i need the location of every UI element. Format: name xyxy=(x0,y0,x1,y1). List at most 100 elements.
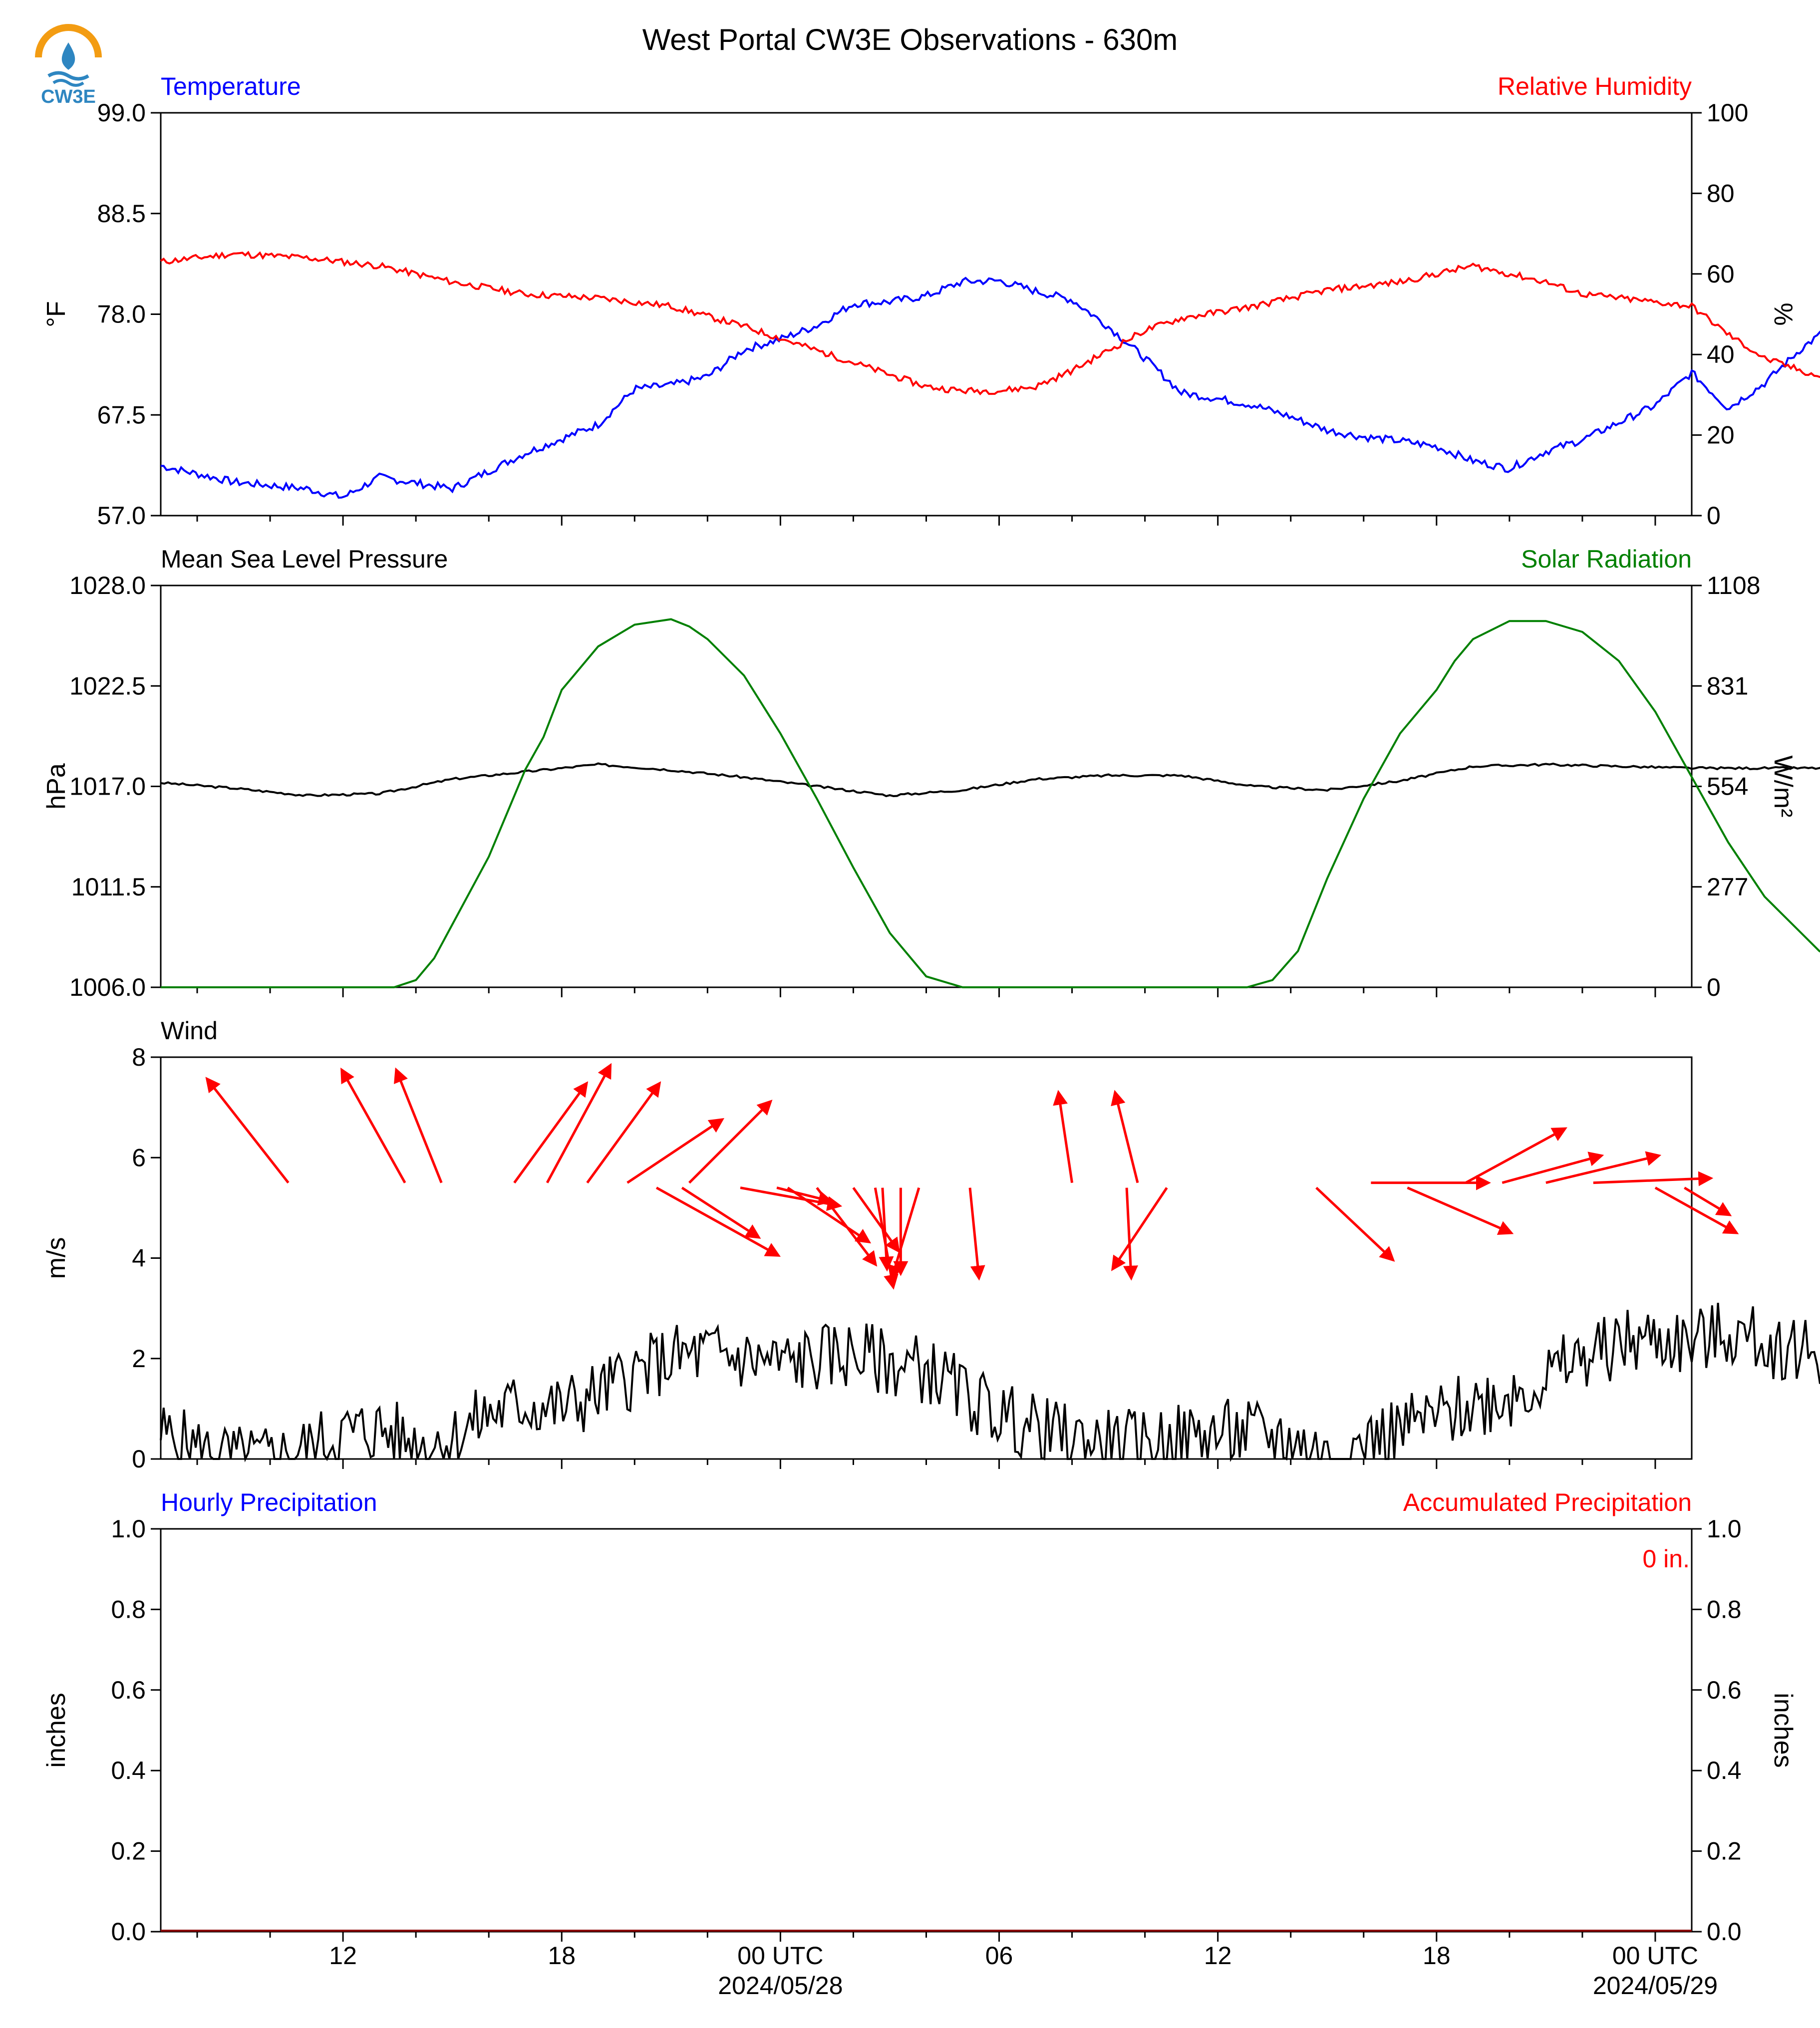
y-tick-label: 0.6 xyxy=(111,1676,146,1704)
pressure-title: Mean Sea Level Pressure xyxy=(161,545,448,573)
y-axis-label: inches xyxy=(1769,1693,1798,1767)
wind-arrow xyxy=(681,1186,761,1239)
y-tick-label: 57.0 xyxy=(97,502,146,530)
x-date-label: 2024/05/28 xyxy=(718,1972,843,2000)
wind-arrow xyxy=(205,1077,290,1184)
x-date-label: 2024/05/29 xyxy=(1593,1972,1718,2000)
pressure-solar-panel: 1006.0 1011.5 1017.0 1022.5 1028.0 0 277 554 831… xyxy=(42,572,1820,1001)
y-tick-label: 2 xyxy=(132,1345,146,1373)
wind-arrow xyxy=(1123,1187,1138,1281)
y-axis-label: °F xyxy=(42,301,71,327)
y-tick-label-right: 0 xyxy=(1707,502,1721,530)
y-axis-label: m/s xyxy=(42,1237,71,1279)
wind-arrow xyxy=(852,1187,900,1253)
y-axis-label: inches xyxy=(42,1693,71,1767)
y-tick-label-right: 100 xyxy=(1707,99,1748,127)
wind-arrow xyxy=(546,1063,612,1183)
accumulated-precip-value: 0 in. xyxy=(1642,1545,1690,1573)
wind-arrow xyxy=(1111,1187,1168,1271)
wind-arrow xyxy=(394,1067,443,1183)
solar-radiation-line xyxy=(161,618,1820,988)
x-tick-label: 06 xyxy=(985,1942,1013,1970)
humidity-line xyxy=(160,251,1820,396)
temperature-line xyxy=(160,277,1820,499)
plot-frame xyxy=(160,1056,1693,1460)
plot-frame xyxy=(160,1528,1693,1933)
y-tick-label: 67.5 xyxy=(97,401,146,429)
wind-panel: 0 2 4 6 8 m/s xyxy=(42,1043,1820,1473)
wind-arrow xyxy=(626,1118,725,1184)
wind-arrow xyxy=(1684,1186,1732,1216)
wind-arrow xyxy=(1053,1090,1074,1183)
wind-arrow xyxy=(787,1186,872,1244)
y-tick-label: 1011.5 xyxy=(71,873,146,901)
temperature-humidity-panel: 57.0 67.5 78.0 88.5 99.0 0 20 40 60 80 100 °F% xyxy=(42,99,1820,530)
wind-arrow xyxy=(879,1187,894,1272)
wind-arrow xyxy=(776,1186,834,1206)
accumulated-precip-title: Accumulated Precipitation xyxy=(1403,1488,1692,1516)
y-tick-label: 0 xyxy=(132,1445,146,1473)
y-tick-label: 1006.0 xyxy=(69,973,146,1001)
y-tick-label-right: 0 xyxy=(1707,973,1721,1001)
wind-arrow xyxy=(688,1100,773,1184)
y-tick-label-right: 60 xyxy=(1707,260,1735,288)
y-tick-label: 1.0 xyxy=(111,1515,146,1543)
y-axis-label: W/m² xyxy=(1769,755,1798,817)
y-tick-label-right: 0.6 xyxy=(1707,1676,1742,1704)
wind-arrow xyxy=(340,1067,406,1183)
wind-arrow xyxy=(1593,1171,1714,1186)
wind-arrow xyxy=(1545,1151,1662,1184)
pressure-line xyxy=(160,762,1820,798)
wind-arrow xyxy=(968,1187,985,1281)
y-tick-label: 78.0 xyxy=(97,300,146,328)
wind-arrow xyxy=(1407,1186,1514,1235)
y-tick-label-right: 277 xyxy=(1707,873,1748,901)
wind-title: Wind xyxy=(161,1017,218,1045)
y-tick-label-right: 80 xyxy=(1707,179,1735,207)
x-tick-label: 18 xyxy=(548,1942,576,1970)
x-tick-label: 12 xyxy=(1204,1942,1232,1970)
y-tick-label-right: 554 xyxy=(1707,773,1748,801)
y-tick-label-right: 831 xyxy=(1707,672,1748,700)
x-tick-label: 00 UTC xyxy=(1612,1942,1698,1970)
y-tick-label-right: 0.8 xyxy=(1707,1595,1742,1623)
y-tick-label: 0.2 xyxy=(111,1837,146,1865)
y-tick-label-right: 0.4 xyxy=(1707,1756,1742,1784)
wind-speed-line xyxy=(160,1303,1820,1462)
hourly-precip-title: Hourly Precipitation xyxy=(161,1488,377,1516)
plot-frame xyxy=(160,584,1693,988)
y-tick-label-right: 1.0 xyxy=(1707,1515,1742,1543)
logo-text: CW3E xyxy=(41,86,96,105)
wind-arrow xyxy=(816,1187,878,1267)
wind-arrow xyxy=(1502,1152,1604,1184)
wind-arrow xyxy=(513,1081,589,1184)
y-tick-label: 4 xyxy=(132,1244,146,1272)
y-axis-label: % xyxy=(1769,302,1798,325)
y-tick-label: 0.0 xyxy=(111,1918,146,1946)
figure-title: West Portal CW3E Observations - 630m xyxy=(642,23,1178,56)
y-tick-label: 8 xyxy=(132,1043,146,1071)
temperature-title: Temperature xyxy=(161,72,301,100)
y-tick-label: 1028.0 xyxy=(69,572,146,599)
y-tick-label: 1017.0 xyxy=(69,773,146,801)
solar-title: Solar Radiation xyxy=(1521,545,1692,573)
y-tick-label: 0.4 xyxy=(111,1756,146,1784)
wind-arrow xyxy=(586,1081,661,1184)
wind-arrow xyxy=(888,1187,920,1281)
y-tick-label: 0.8 xyxy=(111,1595,146,1623)
wind-arrow xyxy=(1111,1090,1139,1183)
wind-arrow xyxy=(1654,1186,1739,1234)
cw3e-logo: CW3E xyxy=(31,20,106,107)
wind-arrow xyxy=(655,1186,781,1257)
y-tick-label: 1022.5 xyxy=(69,672,146,700)
x-tick-label: 18 xyxy=(1423,1942,1451,1970)
wind-arrow xyxy=(1465,1127,1567,1184)
y-tick-label-right: 0.2 xyxy=(1707,1837,1742,1865)
x-tick-label: 00 UTC xyxy=(737,1942,823,1970)
wind-arrow xyxy=(1315,1186,1395,1262)
x-tick-label: 12 xyxy=(329,1942,357,1970)
y-tick-label-right: 20 xyxy=(1707,421,1735,449)
y-tick-label-right: 40 xyxy=(1707,340,1735,368)
